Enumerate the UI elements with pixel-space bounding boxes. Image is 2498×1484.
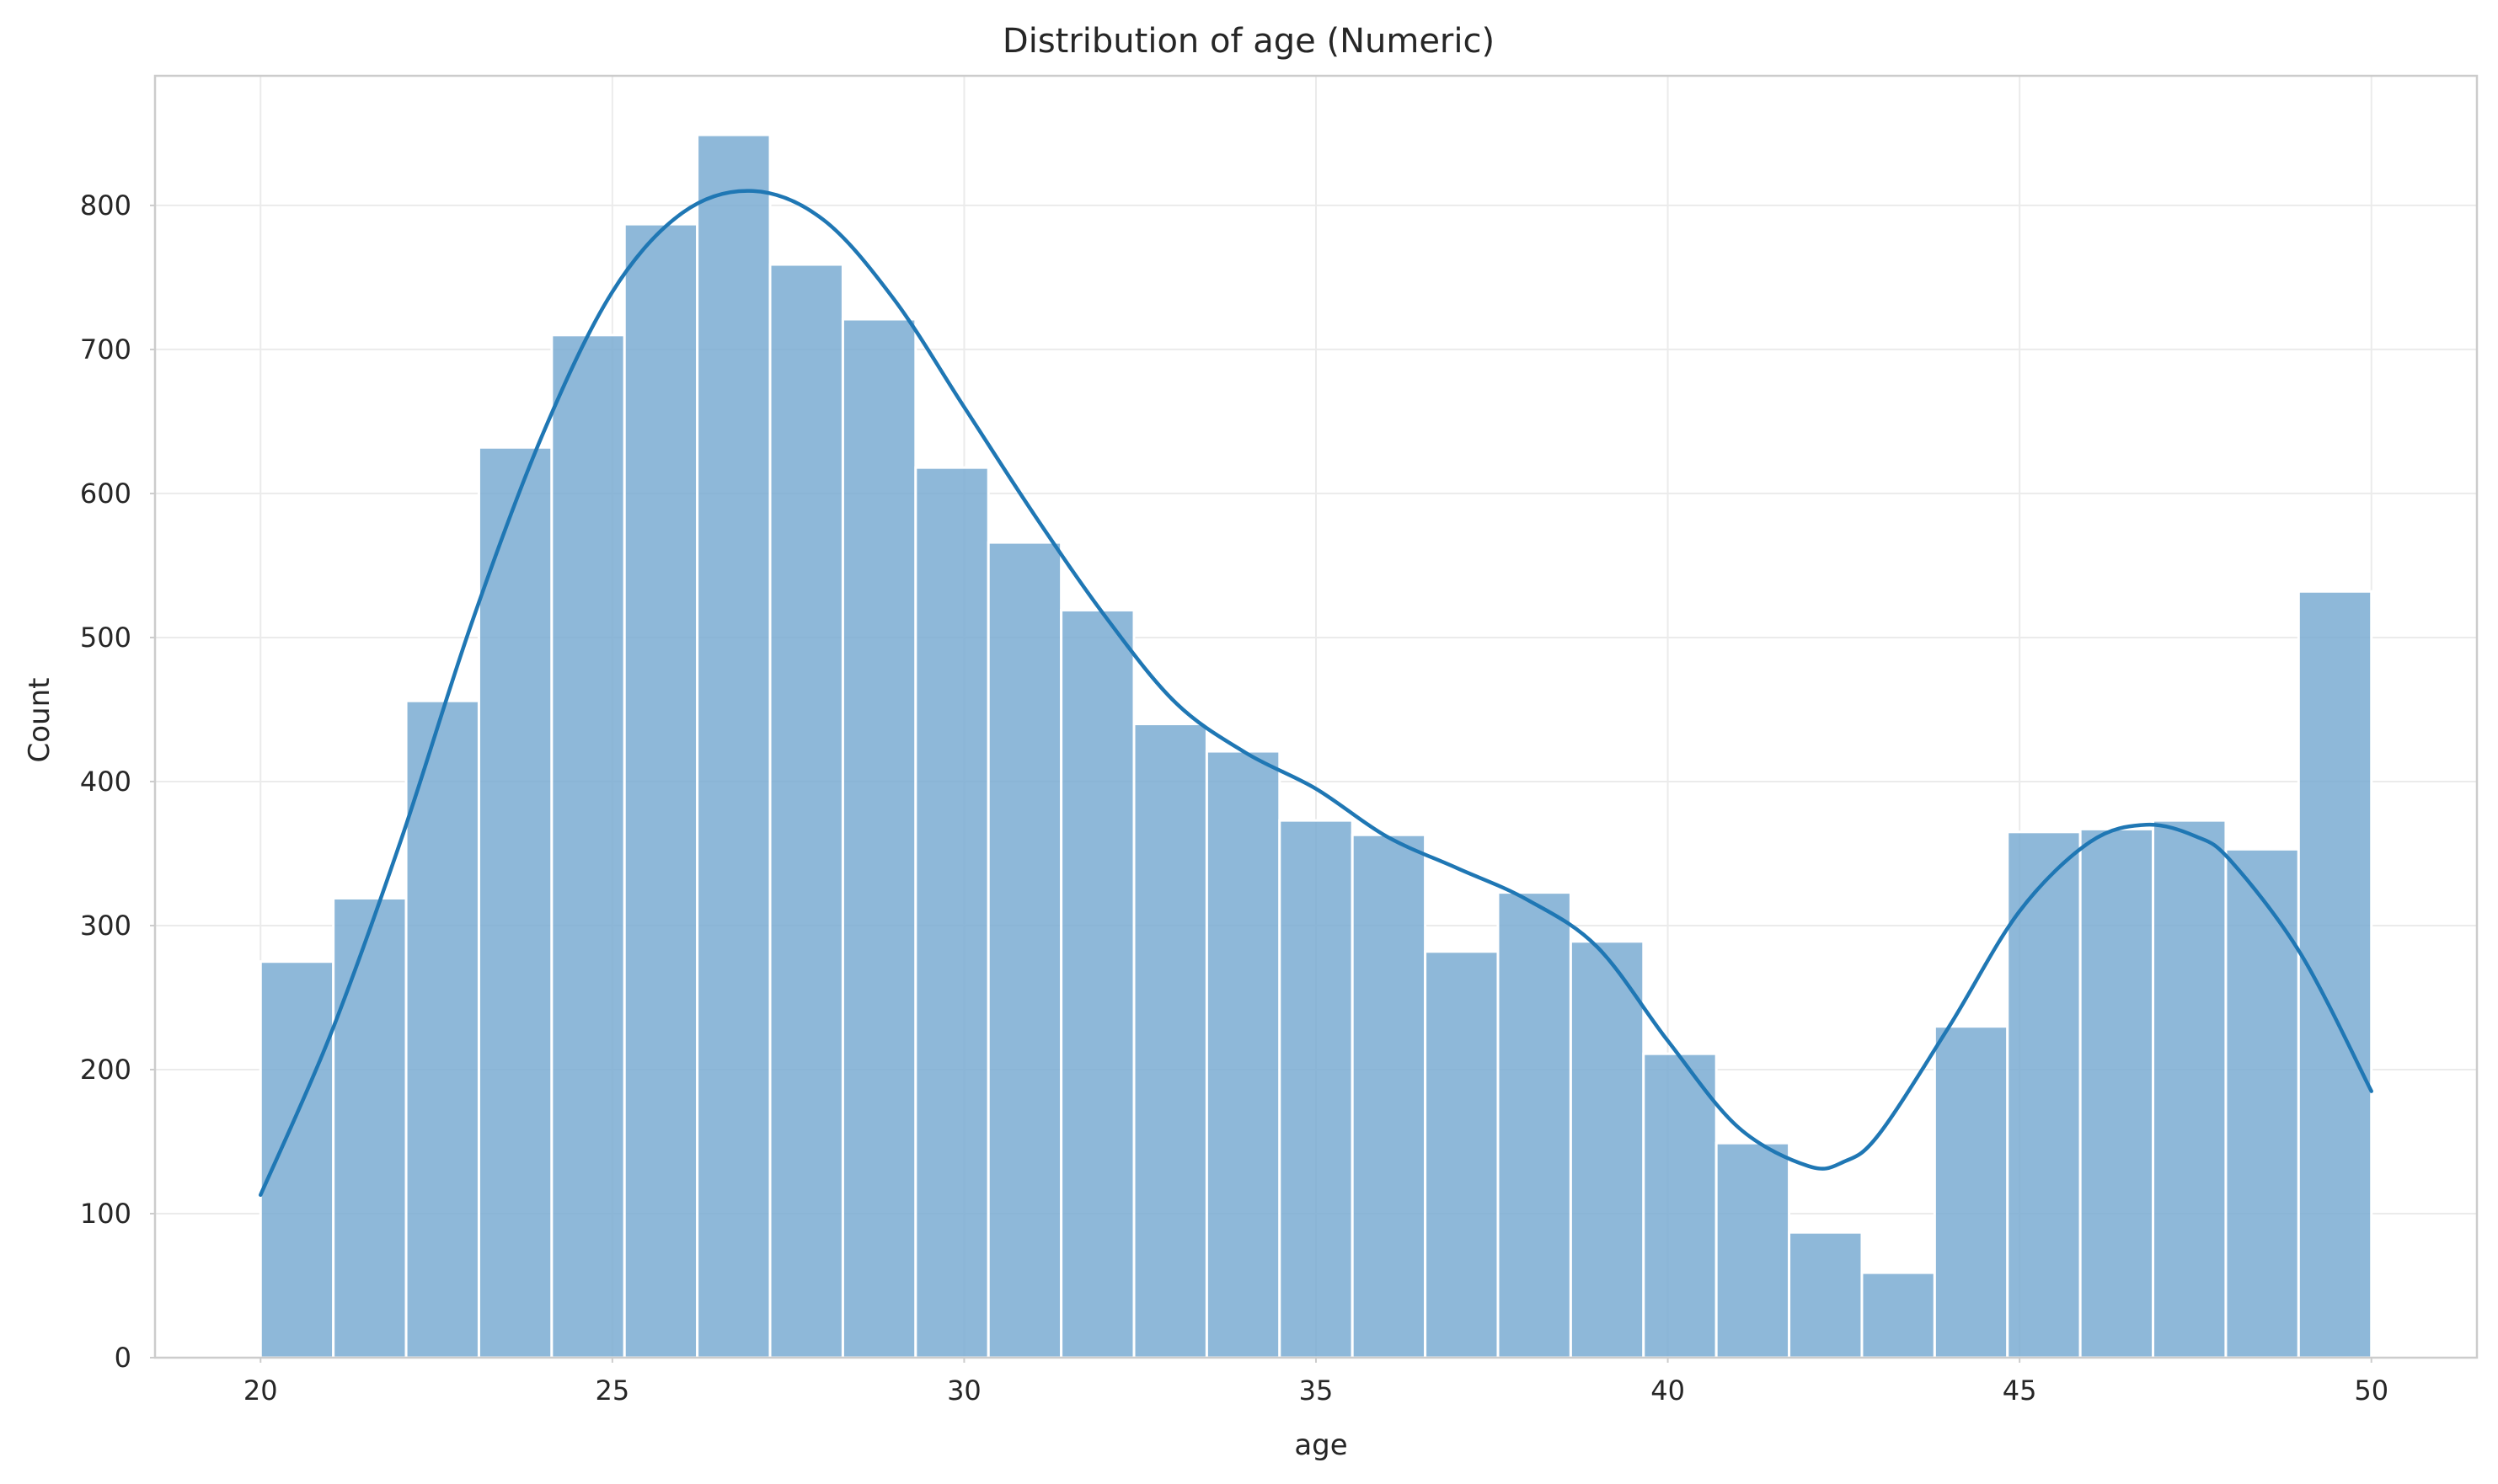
x-tick-label: 50 bbox=[2354, 1375, 2388, 1407]
histogram-bar bbox=[1714, 1141, 1791, 1359]
histogram-bar bbox=[1788, 1230, 1864, 1359]
histogram-bar bbox=[1351, 833, 1427, 1359]
histogram-bar bbox=[987, 541, 1063, 1359]
kde-line bbox=[259, 189, 2373, 1198]
y-axis-label: Count bbox=[23, 678, 56, 763]
histogram-bar bbox=[1424, 950, 1500, 1359]
y-tick-label: 300 bbox=[80, 910, 131, 942]
histogram-bar bbox=[332, 896, 408, 1359]
histogram-bar bbox=[768, 263, 844, 1359]
histogram-bar bbox=[914, 466, 990, 1359]
x-tick-label: 20 bbox=[243, 1375, 278, 1407]
kde-curve bbox=[259, 189, 2373, 1198]
histogram-bar bbox=[696, 133, 772, 1359]
histogram-bar bbox=[477, 446, 554, 1359]
histogram-bar bbox=[1132, 723, 1208, 1359]
y-tick-label: 200 bbox=[80, 1054, 131, 1086]
y-tick-label: 600 bbox=[80, 478, 131, 510]
histogram-bar bbox=[1642, 1052, 1718, 1359]
histogram-bar bbox=[1060, 608, 1136, 1359]
histogram-bar bbox=[2078, 827, 2155, 1359]
histogram-bar bbox=[2152, 819, 2228, 1359]
x-tick-label: 40 bbox=[1650, 1375, 1685, 1407]
histogram-bar bbox=[1278, 819, 1354, 1359]
histogram-bar bbox=[1569, 940, 1645, 1359]
y-tick-label: 800 bbox=[80, 190, 131, 222]
histogram-bar bbox=[841, 318, 917, 1359]
histogram-bar bbox=[2224, 847, 2300, 1359]
y-tick-label: 0 bbox=[115, 1342, 131, 1374]
histogram-bar bbox=[1860, 1271, 1936, 1359]
y-tick-label: 500 bbox=[80, 622, 131, 654]
x-tick-label: 30 bbox=[947, 1375, 982, 1407]
histogram-bar bbox=[2297, 590, 2373, 1359]
histogram-bar bbox=[259, 960, 335, 1359]
x-tick-label: 35 bbox=[1299, 1375, 1334, 1407]
histogram-bar bbox=[1933, 1025, 2009, 1359]
histogram-bar bbox=[1205, 750, 1281, 1359]
y-tick-label: 700 bbox=[80, 334, 131, 366]
x-axis-label: age bbox=[1294, 1428, 1347, 1462]
chart-title: Distribution of age (Numeric) bbox=[1003, 22, 1495, 61]
histogram-bar bbox=[1496, 891, 1572, 1359]
y-tick-label: 400 bbox=[80, 766, 131, 798]
histogram-bar bbox=[550, 334, 626, 1359]
histogram-bar bbox=[404, 699, 480, 1359]
x-tick-label: 45 bbox=[2003, 1375, 2037, 1407]
x-tick-label: 25 bbox=[595, 1375, 629, 1407]
y-tick-label: 100 bbox=[80, 1198, 131, 1230]
histogram-bar bbox=[623, 222, 699, 1359]
